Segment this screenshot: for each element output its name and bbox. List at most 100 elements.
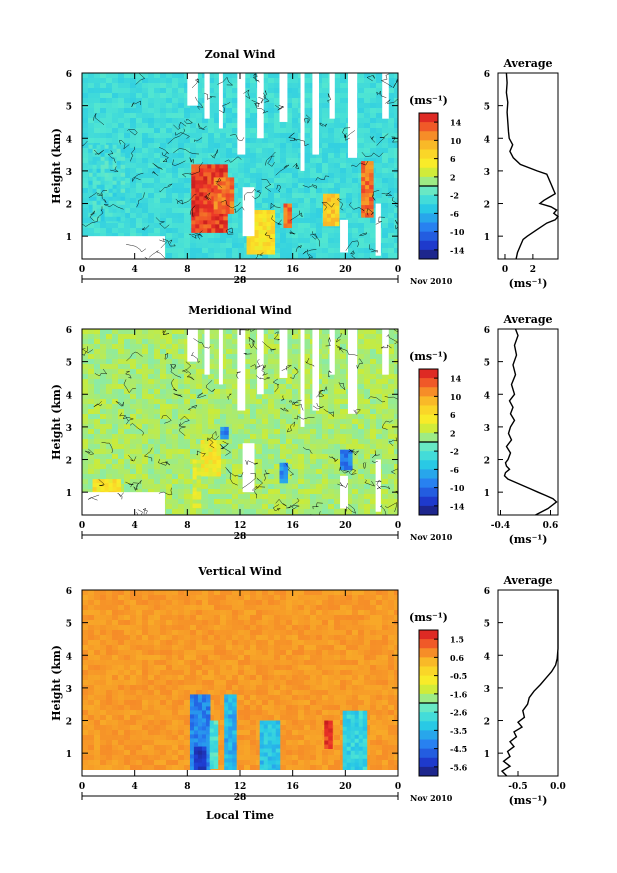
feature-cell (96, 188, 102, 194)
feature-cell (100, 168, 106, 174)
heatmap-cell (160, 424, 167, 430)
feature-cell (116, 176, 122, 182)
heatmap-cell (364, 153, 371, 159)
heatmap-cell (292, 83, 299, 89)
colorbar-tick-label: -6 (450, 465, 459, 475)
heatmap-cell (220, 339, 227, 345)
feature-cell (108, 172, 114, 178)
heatmap-cell (346, 173, 353, 179)
heatmap-cell (364, 494, 371, 500)
heatmap-cell (166, 178, 173, 184)
heatmap-cell (292, 424, 299, 430)
heatmap-cell (274, 389, 281, 395)
heatmap-cell (124, 454, 131, 460)
heatmap-cell (184, 183, 191, 189)
heatmap-cell (376, 133, 383, 139)
feature-cell (207, 224, 212, 229)
feature-cell (104, 192, 110, 198)
date-day: 28 (234, 276, 247, 286)
heatmap-cell (82, 108, 89, 114)
heatmap-cell (88, 409, 95, 415)
heatmap-cell (190, 414, 197, 420)
heatmap-cell (292, 509, 299, 515)
heatmap-cell (220, 489, 227, 495)
feature-cell (217, 185, 223, 190)
feature-cell (334, 201, 340, 207)
heatmap-cell (292, 248, 299, 254)
heatmap-cell (142, 133, 149, 139)
heatmap-cell (358, 344, 365, 350)
heatmap-cell (148, 434, 155, 440)
heatmap-cell (226, 133, 233, 139)
heatmap-cell (136, 444, 143, 450)
heatmap-cell (394, 484, 398, 490)
heatmap-cell (124, 78, 131, 84)
heatmap-cell (268, 444, 275, 450)
feature-cell (217, 181, 223, 186)
heatmap-cell (232, 494, 239, 500)
heatmap-cell (238, 188, 245, 194)
heatmap-cell (322, 509, 329, 515)
feature-cell (270, 210, 276, 215)
heatmap-cell (82, 183, 89, 189)
feature-cell (200, 471, 205, 477)
feature-cell (196, 503, 202, 509)
heatmap-cell (100, 113, 107, 119)
heatmap-cell (274, 203, 281, 209)
heatmap-cell (298, 469, 305, 475)
heatmap-cell (358, 354, 365, 360)
feature-cell (116, 152, 122, 158)
heatmap-cell (220, 449, 227, 455)
heatmap-cell (286, 253, 293, 259)
heatmap-cell (286, 158, 293, 164)
heatmap-cell (316, 509, 323, 515)
heatmap-cell (94, 469, 101, 475)
heatmap-cell (100, 409, 107, 415)
feature-cell (262, 230, 268, 235)
feature-cell (369, 189, 374, 194)
heatmap-cell (274, 394, 281, 400)
heatmap-cell (172, 419, 179, 425)
heatmap-cell (244, 429, 251, 435)
heatmap-cell (166, 103, 173, 109)
heatmap-cell (136, 329, 143, 335)
heatmap-cell (316, 374, 323, 380)
heatmap-cell (304, 439, 311, 445)
heatmap-cell (286, 153, 293, 159)
heatmap-cell (232, 504, 239, 510)
heatmap-cell (388, 128, 395, 134)
heatmap-cell (388, 489, 395, 495)
heatmap-cell (346, 213, 353, 219)
heatmap-cell (214, 364, 221, 370)
feature-cell (215, 216, 220, 221)
heatmap-cell (286, 163, 293, 169)
feature-cell (203, 176, 208, 181)
heatmap-cell (148, 449, 155, 455)
feature-cell (88, 184, 94, 190)
heatmap-cell (322, 73, 329, 79)
feature-cell (196, 459, 202, 465)
heatmap-cell (202, 143, 209, 149)
feature-cell (104, 156, 110, 162)
feature-cell (96, 164, 102, 170)
feature-cell (208, 455, 213, 461)
feature-cell (104, 148, 110, 154)
heatmap-cell (178, 243, 185, 249)
heatmap-cell (316, 193, 323, 199)
heatmap-cell (334, 108, 341, 114)
heatmap-cell (334, 464, 341, 470)
heatmap-cell (262, 108, 269, 114)
heatmap-cell (256, 168, 263, 174)
heatmap-cell (124, 439, 131, 445)
feature-cell (199, 168, 204, 173)
heatmap-cell (316, 93, 323, 99)
heatmap-cell (286, 374, 293, 380)
heatmap-cell (256, 414, 263, 420)
heatmap-cell (346, 233, 353, 239)
heatmap-cell (106, 138, 113, 144)
heatmap-cell (250, 414, 257, 420)
heatmap-cell (376, 148, 383, 154)
heatmap-cell (196, 143, 203, 149)
heatmap-cell (388, 399, 395, 405)
heatmap-cell (232, 163, 239, 169)
